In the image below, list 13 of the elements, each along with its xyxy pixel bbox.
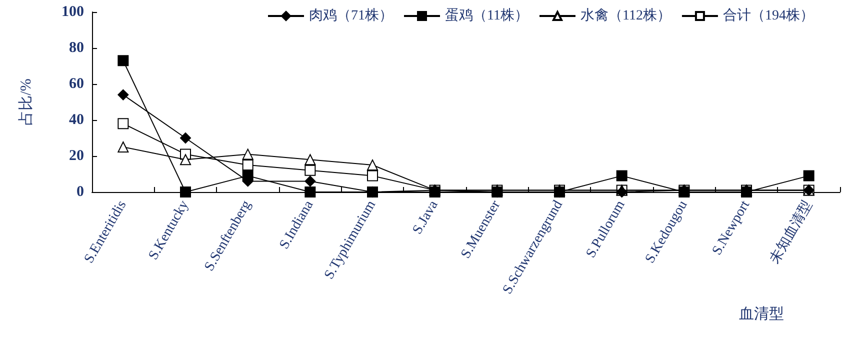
x-axis-title: 血清型 bbox=[739, 306, 784, 322]
y-tick-label: 80 bbox=[69, 40, 84, 56]
legend-label: 肉鸡（71株） bbox=[309, 8, 393, 24]
legend-label: 合计（194株） bbox=[722, 8, 814, 24]
y-tick-label: 20 bbox=[69, 148, 84, 164]
legend-label: 水禽（112株） bbox=[580, 8, 671, 24]
y-axis-title: 占比/% bbox=[18, 78, 34, 126]
y-tick-label: 100 bbox=[62, 4, 84, 20]
y-tick-label: 0 bbox=[76, 184, 84, 200]
legend-label: 蛋鸡（11株） bbox=[445, 8, 528, 24]
y-tick-label: 40 bbox=[69, 112, 84, 128]
x-tick-label: 未知血清型 bbox=[766, 198, 816, 266]
y-tick-label: 60 bbox=[69, 76, 84, 92]
